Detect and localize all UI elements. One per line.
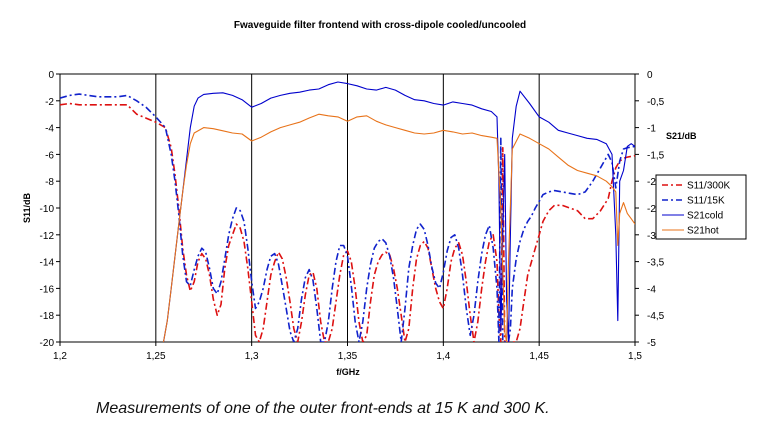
x-tick-label: 1,3 [245,351,259,362]
series-line-s21cold [162,81,635,342]
y-tick-label: -18 [40,311,55,322]
x-axis-label: f/GHz [336,367,360,377]
x-tick-label: 1,45 [529,351,549,362]
y2-tick-label: -1,5 [647,150,665,161]
y2-tick-label: -4,5 [647,311,665,322]
y-tick-label: -10 [40,204,55,215]
y2-tick-label: 0 [647,70,653,81]
y-tick-label: 0 [48,70,54,81]
y-tick-label: -20 [40,338,55,349]
y-tick-label: -6 [45,150,54,161]
legend-label-s21cold: S21cold [687,211,723,222]
x-tick-label: 1,25 [146,351,166,362]
chart-title: Fwaveguide filter frontend with cross-di… [234,20,526,31]
x-tick-label: 1,2 [53,351,67,362]
y-tick-label: -2 [45,97,54,108]
figure-caption: Measurements of one of the outer front-e… [96,400,550,417]
y-tick-label: -8 [45,177,54,188]
y2-tick-label: -2 [647,177,656,188]
legend-label-s11-15k: S11/15K [687,196,725,207]
y-axis-ticks: 0 -2 -4 -6 -8 -10 -12 -14 -16 -18 -20 [40,70,60,349]
y-tick-label: -12 [40,231,55,242]
plot-series [60,81,635,342]
x-axis-ticks: 1,2 1,25 1,3 1,35 1,4 1,45 1,5 [53,342,642,362]
chart-legend: S11/300K S11/15K S21cold S21hot [655,174,747,240]
y2-tick-label: -5 [647,338,656,349]
legend-label-s21hot: S21hot [687,226,719,237]
series-line-s11-15k [60,93,635,342]
y2-tick-label: -3,5 [647,258,665,269]
series-line-s11-300k [60,102,635,342]
plot-lines [60,81,635,342]
y2-tick-label: -1 [647,124,656,135]
y-tick-label: -16 [40,284,55,295]
series-line-s21hot [162,113,635,342]
x-tick-label: 1,5 [628,351,642,362]
y2-tick-label: -3 [647,231,656,242]
x-tick-label: 1,4 [436,351,450,362]
y2-tick-label: -0,5 [647,97,665,108]
chart-grid [155,74,540,342]
y2-tick-label: -4 [647,284,656,295]
legend-label-s11-300k: S11/300K [687,181,731,192]
x-tick-label: 1,35 [338,351,358,362]
y-axis-label: S11/dB [22,192,32,223]
y-tick-label: -4 [45,124,54,135]
y2-axis-label: S21/dB [666,131,697,141]
s-parameter-chart: Fwaveguide filter frontend with cross-di… [22,20,747,377]
y-tick-label: -14 [40,258,55,269]
